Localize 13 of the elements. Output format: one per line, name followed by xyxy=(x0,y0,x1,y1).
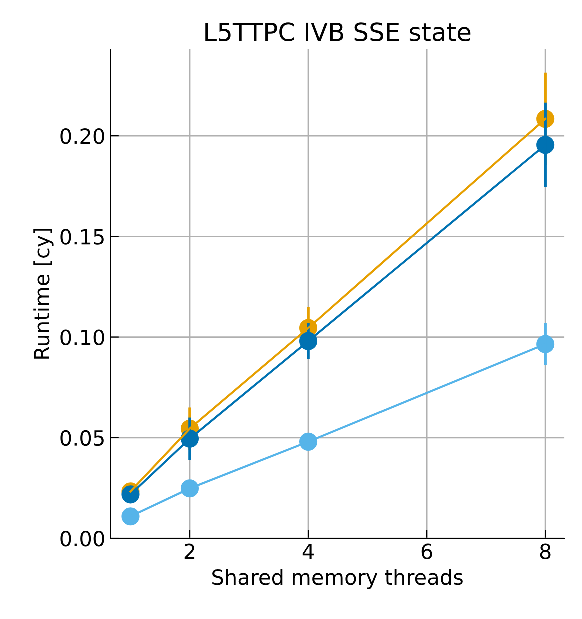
y-tick-label: 0.20 xyxy=(60,128,104,144)
x-tick-label: 4 xyxy=(302,544,314,560)
x-axis-title: Shared memory threads xyxy=(212,569,463,590)
y-tick-label: 0.10 xyxy=(60,330,104,346)
x-tick-label: 6 xyxy=(422,544,432,560)
y-tick-label: 0.05 xyxy=(60,430,104,446)
x-tick-label: 2 xyxy=(184,544,195,560)
chart-title: L5TTPC IVB SSE state xyxy=(206,22,471,42)
point xyxy=(122,508,140,526)
y-tick-label: 0.00 xyxy=(60,530,104,547)
x-tick-label: 8 xyxy=(540,544,551,560)
y-tick-label: 0.15 xyxy=(60,229,104,245)
y-axis-title: Runtime [cy] xyxy=(34,228,54,359)
